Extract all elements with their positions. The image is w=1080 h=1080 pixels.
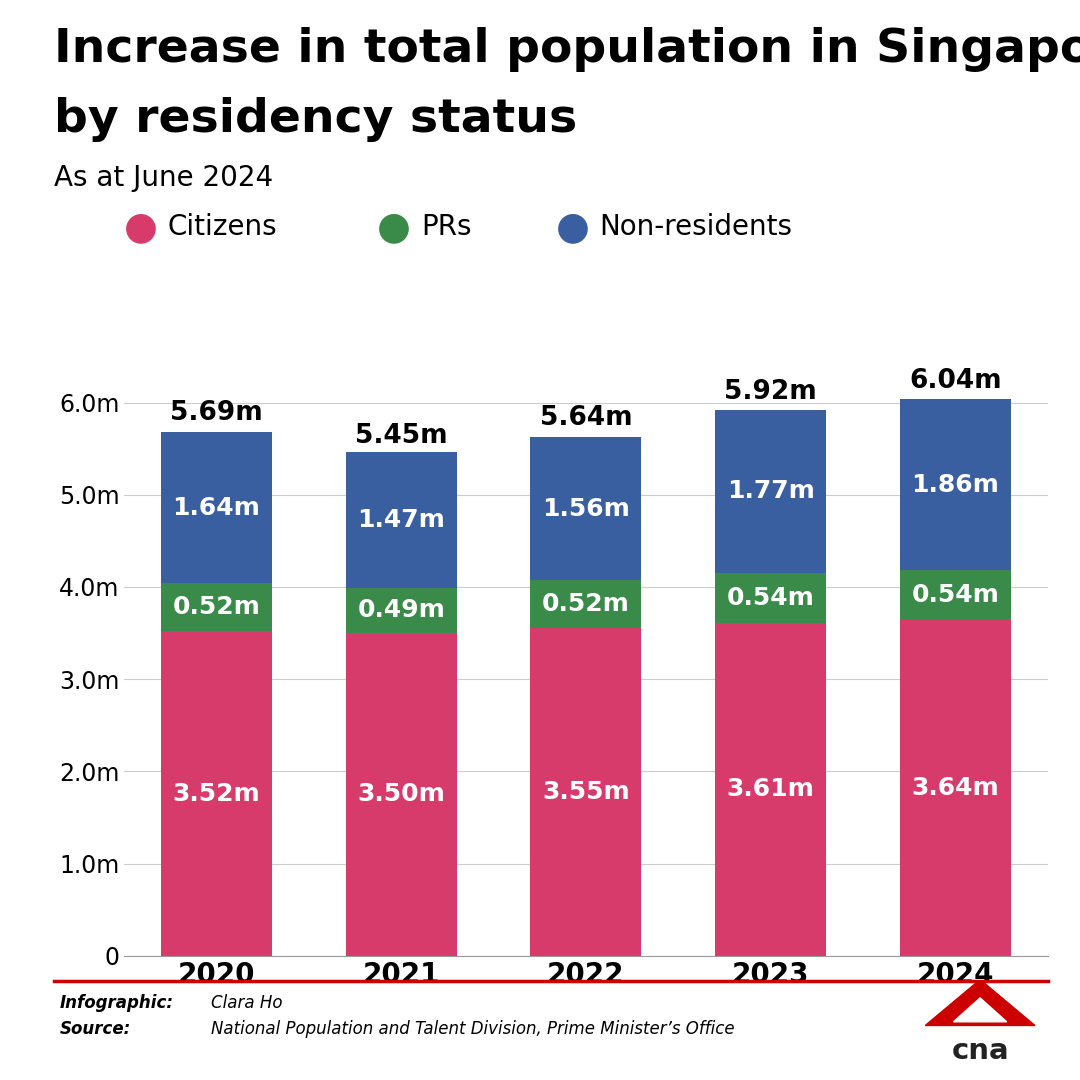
Bar — [530, 580, 642, 629]
Text: Increase in total population in Singapore: Increase in total population in Singapor… — [54, 27, 1080, 72]
Text: As at June 2024: As at June 2024 — [54, 164, 273, 192]
Bar — [346, 453, 457, 588]
Text: by residency status: by residency status — [54, 97, 577, 143]
Text: Source:: Source: — [59, 1020, 131, 1038]
Text: 5.69m: 5.69m — [171, 401, 262, 427]
Text: 0.52m: 0.52m — [542, 593, 630, 617]
Text: ●: ● — [377, 207, 411, 246]
Text: 3.55m: 3.55m — [542, 780, 630, 805]
Polygon shape — [926, 980, 1035, 1026]
Bar — [900, 399, 1011, 570]
Text: Clara Ho: Clara Ho — [211, 994, 282, 1012]
Text: 5.64m: 5.64m — [540, 405, 632, 431]
Text: 1.64m: 1.64m — [173, 496, 260, 519]
Text: 3.52m: 3.52m — [173, 782, 260, 806]
Text: Infographic:: Infographic: — [59, 994, 174, 1012]
Text: 5.92m: 5.92m — [725, 379, 816, 405]
Text: Non-residents: Non-residents — [599, 213, 793, 241]
Bar — [530, 436, 642, 580]
Text: 3.61m: 3.61m — [727, 778, 814, 801]
Bar — [715, 573, 826, 623]
Text: 1.86m: 1.86m — [912, 473, 999, 497]
Text: 0.54m: 0.54m — [912, 583, 999, 607]
Bar — [346, 633, 457, 956]
Text: 1.56m: 1.56m — [542, 497, 630, 521]
Polygon shape — [954, 998, 1007, 1022]
Bar — [900, 570, 1011, 620]
Text: 3.50m: 3.50m — [357, 782, 445, 807]
Text: ●: ● — [555, 207, 590, 246]
Bar — [530, 629, 642, 956]
Text: 1.47m: 1.47m — [357, 508, 445, 532]
Text: 0.54m: 0.54m — [727, 586, 814, 610]
Text: 0.52m: 0.52m — [173, 595, 260, 619]
Text: 6.04m: 6.04m — [909, 368, 1001, 394]
Bar — [900, 620, 1011, 956]
Bar — [346, 588, 457, 633]
Text: 3.64m: 3.64m — [912, 775, 999, 800]
Bar — [161, 631, 272, 956]
Bar — [715, 623, 826, 956]
Text: cna: cna — [951, 1037, 1009, 1065]
Bar — [161, 583, 272, 631]
Bar — [715, 410, 826, 573]
Text: ●: ● — [123, 207, 158, 246]
Bar — [161, 432, 272, 583]
Text: 0.49m: 0.49m — [357, 598, 445, 622]
Text: 1.77m: 1.77m — [727, 480, 814, 503]
Text: National Population and Talent Division, Prime Minister’s Office: National Population and Talent Division,… — [211, 1020, 734, 1038]
Text: Citizens: Citizens — [167, 213, 278, 241]
Text: 5.45m: 5.45m — [355, 422, 447, 448]
Text: PRs: PRs — [421, 213, 472, 241]
